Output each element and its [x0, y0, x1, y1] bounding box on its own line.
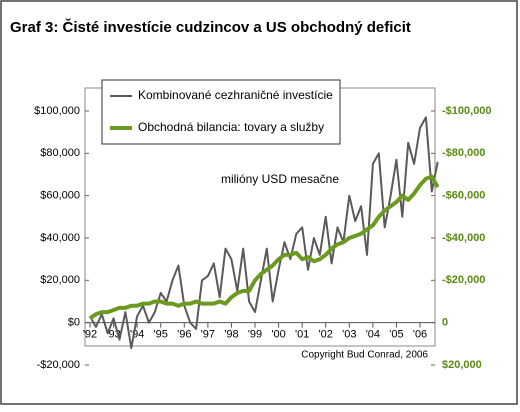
- y2-tick-label: -$40,000: [442, 232, 485, 244]
- y-tick-label: $20,000: [40, 274, 80, 286]
- series-line: [88, 174, 440, 321]
- legend-label: Kombinované cezhraničné investície: [138, 88, 333, 102]
- series-line: [89, 116, 439, 350]
- x-tick-label: '06: [413, 329, 427, 341]
- x-tick-label: '00: [271, 329, 285, 341]
- x-tick-label: '05: [389, 329, 403, 341]
- x-tick-label: '01: [295, 329, 309, 341]
- y-tick-label: $0: [68, 317, 80, 329]
- x-tick-label: '92: [83, 329, 97, 341]
- y-tick-label: $80,000: [40, 147, 80, 159]
- y2-tick-label: 0: [442, 317, 448, 329]
- y2-tick-label: $20,000: [442, 359, 482, 371]
- y-tick-label: $100,000: [34, 105, 80, 117]
- y-tick-label: -$20,000: [37, 359, 80, 371]
- x-tick-label: '95: [154, 329, 168, 341]
- x-tick-label: '97: [201, 329, 215, 341]
- x-tick-label: '98: [224, 329, 238, 341]
- y2-tick-label: -$80,000: [442, 147, 485, 159]
- y2-tick-label: -$100,000: [442, 105, 492, 117]
- legend-box: [101, 79, 341, 145]
- x-tick-label: '03: [342, 329, 356, 341]
- y2-tick-label: -$60,000: [442, 190, 485, 202]
- chart-title: Graf 3: Čisté investície cudzincov a US …: [10, 18, 411, 36]
- x-tick-label: '04: [366, 329, 380, 341]
- x-tick-label: '96: [177, 329, 191, 341]
- y2-tick-label: -$20,000: [442, 274, 485, 286]
- copyright: Copyright Bud Conrad, 2006: [301, 350, 428, 361]
- x-tick-label: '02: [319, 329, 333, 341]
- annotation: milióny USD mesačne: [221, 172, 339, 186]
- x-tick-label: '99: [248, 329, 262, 341]
- y-tick-label: $60,000: [40, 190, 80, 202]
- outer-border: [0, 0, 518, 405]
- legend-label: Obchodná bilancia: tovary a služby: [138, 120, 324, 134]
- y-tick-label: $40,000: [40, 232, 80, 244]
